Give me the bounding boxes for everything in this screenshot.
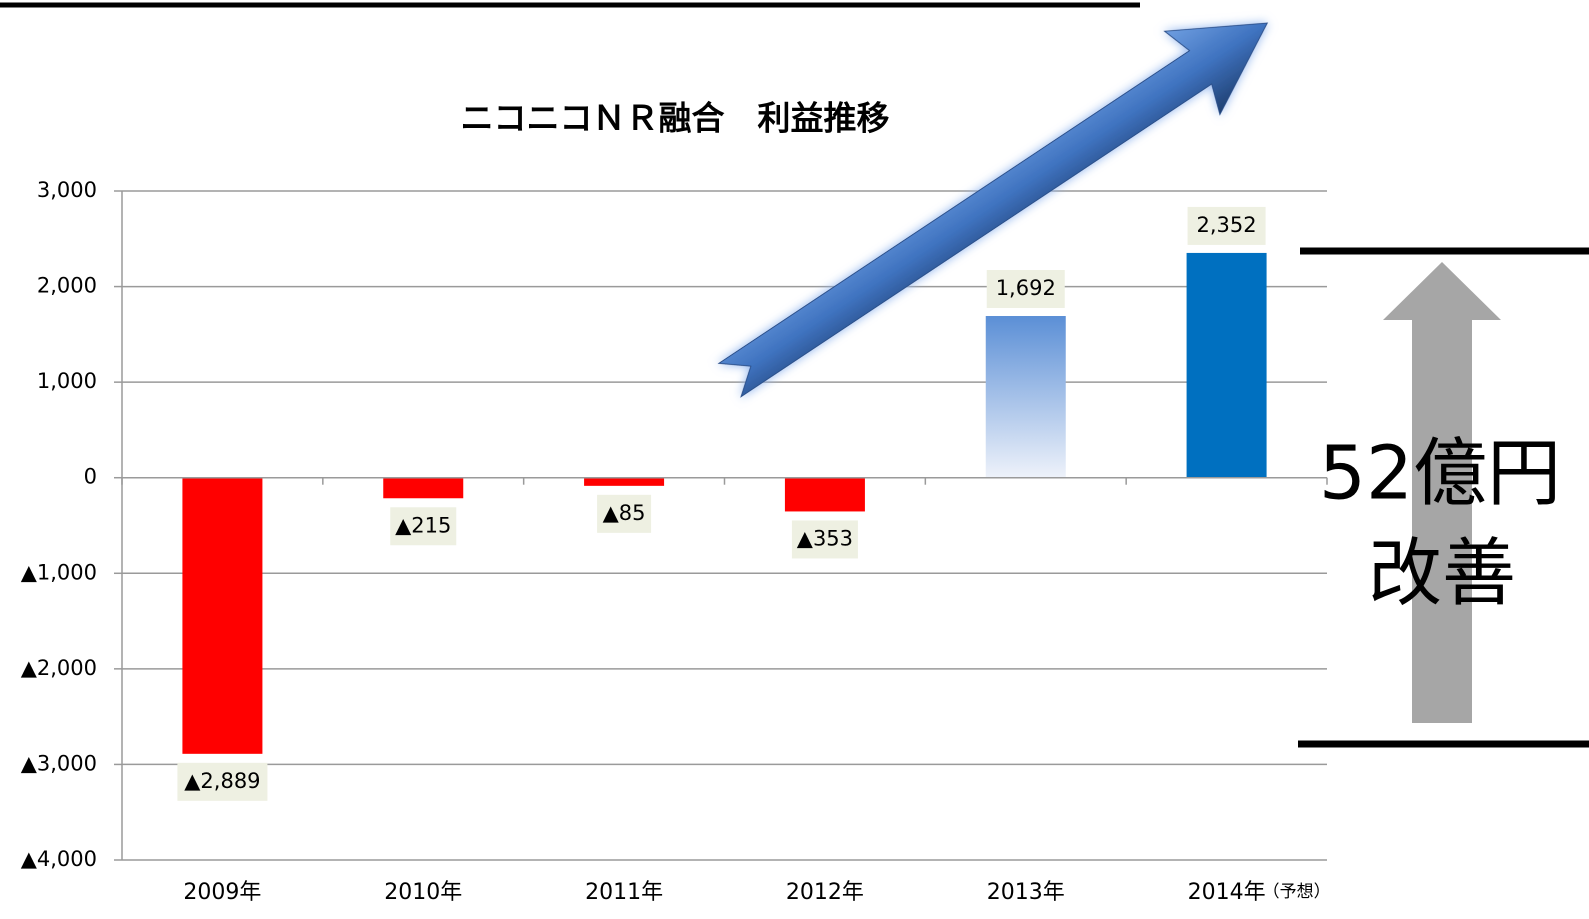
y-tick-label: 0: [84, 465, 97, 489]
value-label-box: [597, 494, 652, 533]
x-tick-label: 2010年: [384, 880, 462, 905]
value-label: ▲2,889: [184, 769, 260, 793]
x-tick-label: 2013年: [987, 880, 1065, 905]
value-label-box: [1187, 206, 1266, 245]
value-label-box: [986, 270, 1065, 309]
x-tick-label: 2011年: [585, 880, 663, 905]
y-tick-label: 2,000: [37, 274, 97, 298]
y-tick-label: ▲2,000: [21, 656, 97, 680]
y-tick-label: 1,000: [37, 369, 97, 393]
value-label: ▲353: [797, 526, 853, 550]
value-label: ▲215: [395, 513, 451, 537]
bar: [1186, 252, 1267, 478]
chart-title: ニコニコＮＲ融合 利益推移: [461, 99, 890, 138]
x-tick-label: 2009年: [183, 880, 261, 905]
y-tick-label: 3,000: [37, 178, 97, 202]
bar: [985, 316, 1066, 478]
annotation: 改善: [1368, 531, 1516, 617]
value-label: 1,692: [996, 276, 1056, 300]
y-tick-label: ▲3,000: [21, 751, 97, 775]
value-label-box: [791, 520, 858, 559]
value-label: 2,352: [1197, 213, 1257, 237]
value-label-box: [177, 762, 268, 801]
plot-area: ▲4,000 ▲3,000 ▲2,000 ▲1,000 0 1,000 2,000 3,000…: [21, 178, 1331, 905]
bar: [383, 477, 464, 499]
x-tick-label: 2014年: [1188, 880, 1266, 905]
trend-arrow: [717, 22, 1269, 398]
y-tick-label: ▲4,000: [21, 847, 97, 871]
value-label-box: [390, 507, 457, 546]
improvement-arrow: [1383, 262, 1501, 723]
x-tick-note: （予想）: [1263, 882, 1331, 902]
value-label: ▲85: [603, 501, 646, 525]
x-tick-label: 2012年: [786, 880, 864, 905]
y-tick-label: ▲1,000: [21, 560, 97, 584]
improvement-marker: 52億円 改善: [1298, 247, 1589, 748]
bar: [584, 477, 665, 486]
bar: [182, 477, 263, 754]
bar: [784, 477, 865, 512]
annotation: 52億円: [1319, 431, 1561, 517]
